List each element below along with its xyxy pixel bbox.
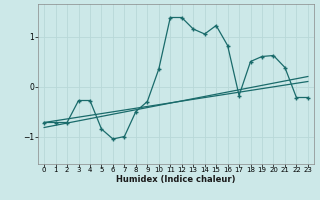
X-axis label: Humidex (Indice chaleur): Humidex (Indice chaleur) — [116, 175, 236, 184]
